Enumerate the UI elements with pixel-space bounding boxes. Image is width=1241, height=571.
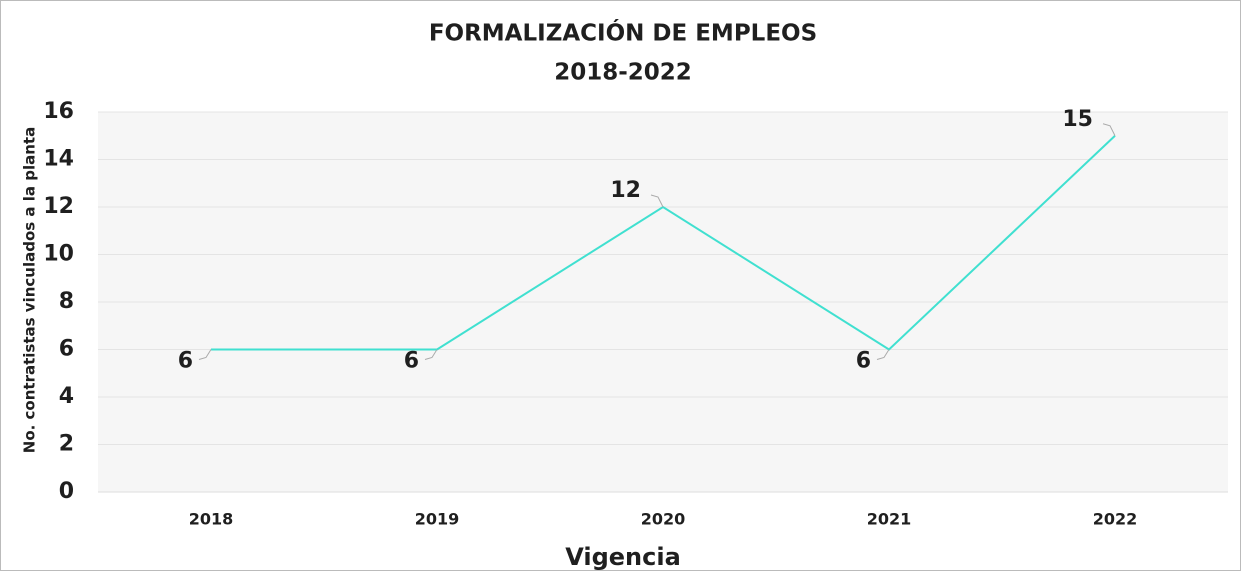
y-tick-label: 10	[43, 242, 74, 267]
x-tick-label: 2019	[415, 510, 460, 529]
y-tick-label: 4	[59, 384, 74, 409]
x-tick-label: 2018	[189, 510, 234, 529]
x-tick-label: 2022	[1093, 510, 1138, 529]
data-label: 6	[856, 349, 871, 374]
y-tick-label: 0	[59, 479, 74, 504]
y-tick-label: 2	[59, 432, 74, 457]
y-tick-label: 12	[43, 194, 74, 219]
y-tick-label: 8	[59, 289, 74, 314]
x-axis-label: Vigencia	[565, 543, 681, 571]
label-leader	[198, 349, 212, 360]
x-tick-label: 2020	[641, 510, 686, 529]
x-tick-label: 2021	[867, 510, 912, 529]
label-leader	[876, 349, 890, 360]
chart-subtitle: 2018-2022	[554, 60, 692, 86]
data-label: 6	[404, 349, 419, 374]
chart-title: FORMALIZACIÓN DE EMPLEOS	[429, 19, 817, 47]
label-leader	[424, 349, 438, 360]
y-tick-label: 16	[43, 99, 74, 124]
y-tick-label: 14	[43, 147, 74, 172]
data-label: 6	[178, 349, 193, 374]
y-tick-label: 6	[59, 337, 74, 362]
label-leader	[650, 194, 664, 208]
y-axis-label: No. contratistas vinculados a la planta	[21, 127, 39, 453]
data-label: 12	[610, 178, 641, 203]
data-label: 15	[1062, 107, 1093, 132]
label-leader	[1102, 123, 1116, 136]
